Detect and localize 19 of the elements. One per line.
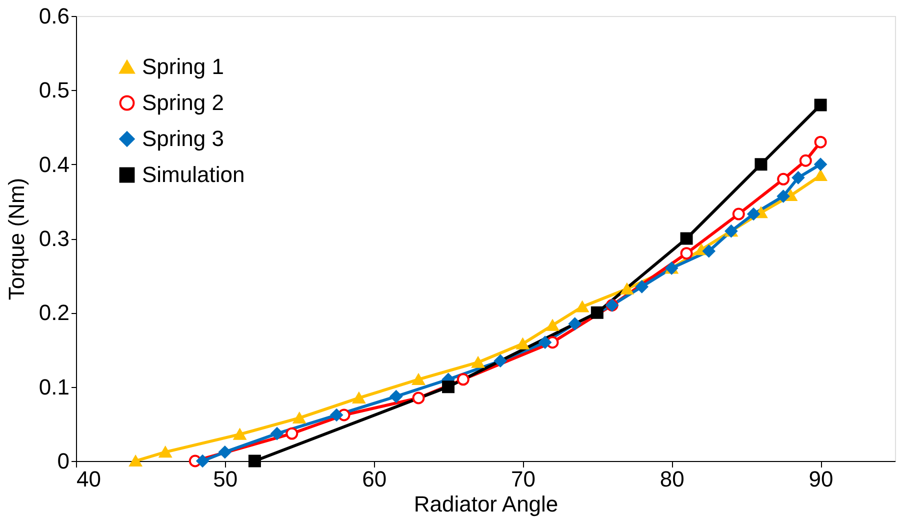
- legend-label: Spring 2: [142, 90, 224, 115]
- y-tick-label: 0.2: [38, 300, 70, 326]
- y-tick-label: 0.4: [38, 152, 70, 177]
- legend-label: Simulation: [142, 162, 245, 187]
- x-tick-label: 90: [808, 466, 834, 492]
- y-tick-label: 0.3: [38, 226, 70, 251]
- x-tick-label: 50: [213, 466, 238, 492]
- y-tick-label: 0.6: [38, 4, 70, 28]
- x-axis-title: Radiator Angle: [414, 492, 558, 516]
- y-tick-label: 0.5: [38, 78, 70, 103]
- x-tick-label: 80: [660, 466, 684, 492]
- y-tick-label: 0.1: [38, 374, 70, 400]
- x-tick-label: 70: [510, 466, 536, 492]
- legend-label: Spring 3: [142, 126, 224, 151]
- y-tick-label: 0: [57, 448, 70, 474]
- x-tick-label: 60: [362, 466, 387, 492]
- x-tick-label: 40: [76, 466, 101, 492]
- y-axis-title: Torque (Nm): [4, 178, 29, 300]
- legend-label: Spring 1: [142, 54, 224, 79]
